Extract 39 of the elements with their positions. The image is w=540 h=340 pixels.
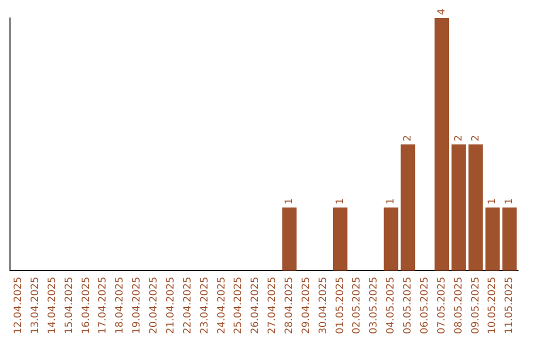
x-tick-label: 16.04.2025: [80, 276, 92, 334]
x-tick-label: 19.04.2025: [132, 276, 143, 334]
x-tick-label: 26.04.2025: [250, 276, 262, 334]
x-tick-label: 05.05.2025: [402, 276, 414, 334]
x-tick-label: 01.05.2025: [334, 276, 346, 334]
data-label: 4: [436, 8, 448, 15]
x-tick-label: 11.05.2025: [504, 276, 516, 334]
x-tick-label: 02.05.2025: [352, 276, 363, 334]
data-label: 2: [453, 134, 464, 142]
x-tick-label: 13.04.2025: [30, 276, 41, 334]
x-tick-label: 29.04.2025: [300, 276, 312, 334]
x-tick-label: 27.04.2025: [267, 276, 278, 334]
x-tick-label: 10.05.2025: [487, 276, 498, 334]
x-tick-label: 12.04.2025: [13, 276, 24, 334]
x-tick-label: 23.04.2025: [199, 276, 210, 334]
x-tick-label: 21.04.2025: [165, 276, 176, 334]
x-tick-label: 08.05.2025: [453, 276, 464, 334]
data-label: 1: [386, 198, 397, 205]
x-tick-label: 03.05.2025: [368, 276, 380, 334]
x-tick-label: 06.05.2025: [419, 276, 430, 334]
x-tick-label: 22.04.2025: [182, 276, 194, 334]
x-tick-label: 17.04.2025: [98, 276, 109, 334]
x-tick-label: 18.04.2025: [114, 276, 126, 334]
data-label: 1: [284, 198, 295, 205]
x-tick-label: 25.04.2025: [233, 276, 244, 334]
data-label: 2: [402, 134, 414, 142]
x-tick-label: 15.04.2025: [64, 276, 75, 334]
x-tick-label: 07.05.2025: [436, 276, 448, 334]
x-tick-label: 30.04.2025: [318, 276, 329, 334]
data-label: 1: [334, 198, 346, 205]
data-label: 1: [487, 198, 498, 205]
x-tick-label: 20.04.2025: [148, 276, 160, 334]
x-tick-label: 09.05.2025: [470, 276, 482, 334]
x-tick-label: 04.05.2025: [386, 276, 397, 334]
x-tick-label: 24.04.2025: [216, 276, 228, 334]
x-tick-label: 28.04.2025: [284, 276, 295, 334]
x-tick-label: 14.04.2025: [46, 276, 58, 334]
data-label: 2: [470, 134, 482, 142]
data-label: 1: [504, 198, 516, 205]
